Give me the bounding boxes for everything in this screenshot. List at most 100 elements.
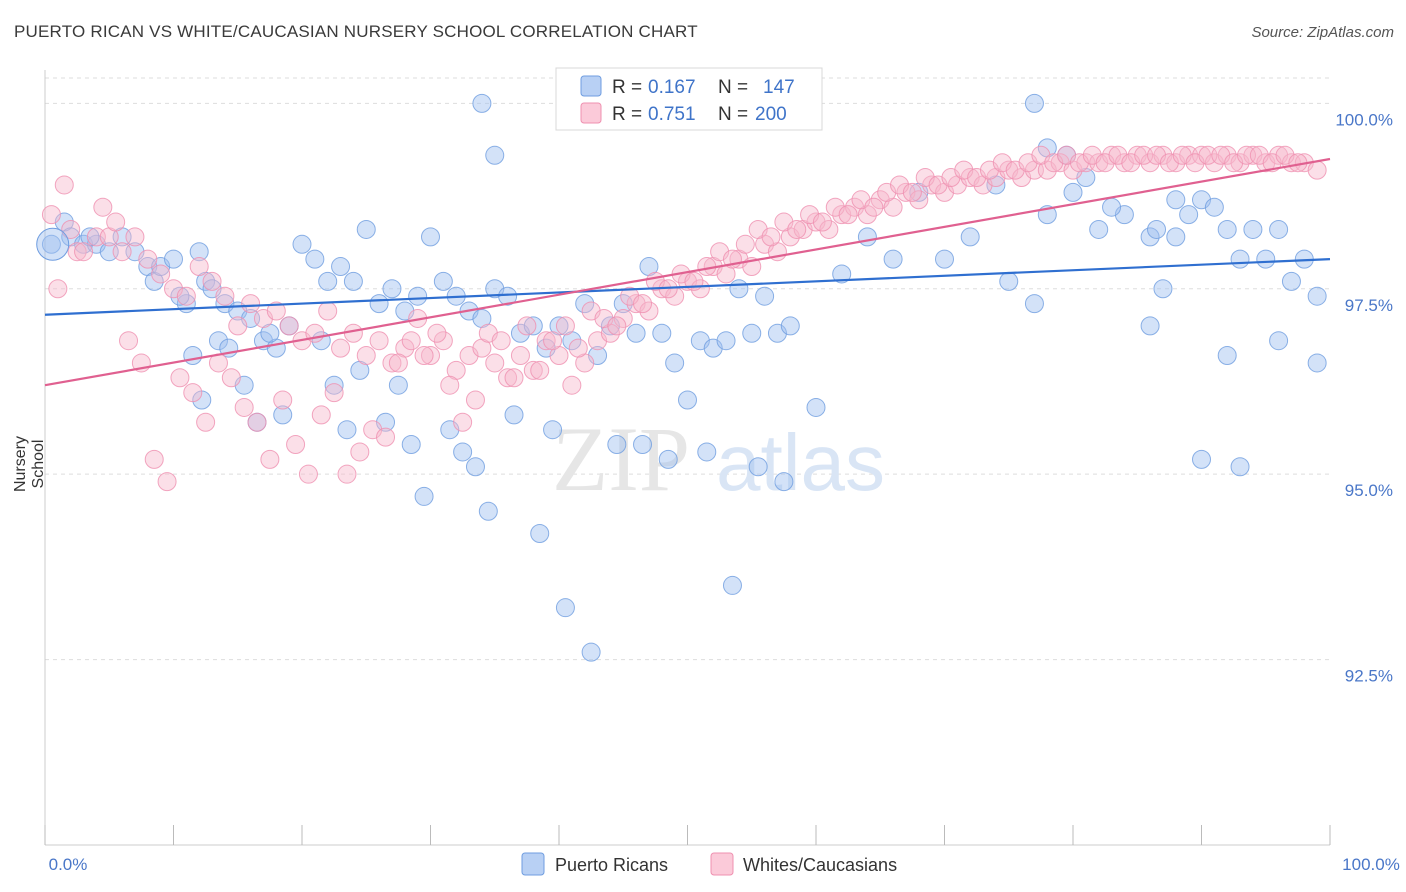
data-point — [318, 301, 338, 321]
chart-title: PUERTO RICAN VS WHITE/CAUCASIAN NURSERY … — [14, 22, 698, 41]
y-tick-label: 100.0% — [1335, 110, 1393, 129]
data-point — [857, 227, 877, 247]
data-point — [1140, 316, 1160, 336]
data-point — [1204, 197, 1224, 217]
data-point — [909, 190, 929, 210]
data-point — [433, 271, 453, 291]
data-point — [298, 464, 318, 484]
data-point — [401, 331, 421, 351]
data-point — [581, 642, 601, 662]
data-point — [1269, 219, 1289, 239]
data-point — [517, 316, 537, 336]
data-point — [369, 294, 389, 314]
legend: R = 0.167 N = 147 R = 0.751 N = 200 — [555, 67, 823, 131]
data-point — [1256, 249, 1276, 269]
data-point — [170, 368, 190, 388]
trend-lines — [44, 157, 1331, 387]
axes — [44, 70, 1331, 846]
legend-swatch-puerto-ricans — [580, 75, 602, 97]
data-point — [1230, 457, 1250, 477]
data-point — [960, 227, 980, 247]
data-point — [337, 420, 357, 440]
data-point — [414, 486, 434, 506]
data-point — [61, 219, 81, 239]
data-point — [427, 323, 447, 343]
data-point — [748, 457, 768, 477]
data-point — [1024, 294, 1044, 314]
data-point — [690, 279, 710, 299]
data-point — [935, 249, 954, 269]
data-point — [48, 279, 68, 299]
data-point — [215, 286, 235, 306]
legend-swatch-whites — [580, 102, 602, 124]
data-point — [305, 249, 325, 269]
data-point — [331, 338, 351, 358]
data-point — [729, 279, 749, 299]
legend-n-label: N = — [718, 77, 748, 98]
data-point — [819, 219, 839, 239]
bottom-legend-label: Puerto Ricans — [555, 855, 668, 875]
data-point — [639, 301, 659, 321]
data-point — [1102, 197, 1122, 217]
data-point — [356, 219, 376, 239]
data-point — [485, 145, 505, 165]
data-point — [176, 286, 196, 306]
data-point — [125, 227, 145, 247]
data-point — [864, 197, 884, 217]
trend-line-puerto-ricans — [44, 258, 1331, 316]
data-point — [318, 271, 338, 291]
data-point — [343, 323, 363, 343]
data-point — [221, 368, 241, 388]
data-point — [485, 353, 505, 373]
data-point — [761, 227, 781, 247]
y-tick-labels: 100.0% 97.5% 95.0% 92.5% — [1335, 110, 1393, 685]
data-point — [279, 316, 299, 336]
data-point — [633, 294, 653, 314]
series-whites-caucasians — [41, 145, 1327, 492]
legend-r-label: R = — [612, 77, 642, 98]
data-point — [414, 346, 434, 366]
data-point — [1217, 346, 1237, 366]
data-point — [41, 205, 61, 225]
data-point — [408, 286, 428, 306]
data-point — [1269, 331, 1289, 351]
data-point — [93, 197, 113, 217]
y-tick-label: 92.5% — [1345, 667, 1393, 686]
data-point — [1140, 227, 1160, 247]
data-point — [504, 405, 524, 425]
data-point — [999, 271, 1019, 291]
data-point — [633, 435, 653, 455]
data-point — [54, 175, 74, 195]
data-point — [504, 368, 524, 388]
data-point — [1153, 279, 1173, 299]
data-point — [491, 331, 511, 351]
data-point — [465, 457, 485, 477]
data-point — [1147, 219, 1167, 239]
watermark-atlas: atlas — [716, 418, 885, 507]
data-point — [607, 435, 627, 455]
data-point — [241, 294, 261, 314]
data-point — [530, 360, 550, 380]
data-point — [208, 331, 228, 351]
data-point — [453, 442, 473, 462]
data-point — [1230, 249, 1250, 269]
data-point — [1166, 227, 1186, 247]
data-point — [722, 575, 742, 595]
data-point — [543, 420, 563, 440]
legend-r-label: R = — [612, 104, 642, 125]
data-point — [1024, 93, 1044, 113]
data-point — [735, 234, 755, 254]
data-point — [510, 346, 530, 366]
legend-n-label: N = — [718, 104, 748, 125]
data-point — [106, 212, 126, 232]
data-point — [157, 472, 177, 492]
data-point — [780, 316, 800, 336]
data-point — [1192, 449, 1211, 469]
data-point — [838, 205, 858, 225]
data-point — [613, 308, 633, 328]
data-point — [74, 242, 94, 262]
data-point — [292, 234, 312, 254]
data-point — [311, 405, 331, 425]
data-point — [1243, 219, 1263, 239]
data-point — [228, 316, 248, 336]
